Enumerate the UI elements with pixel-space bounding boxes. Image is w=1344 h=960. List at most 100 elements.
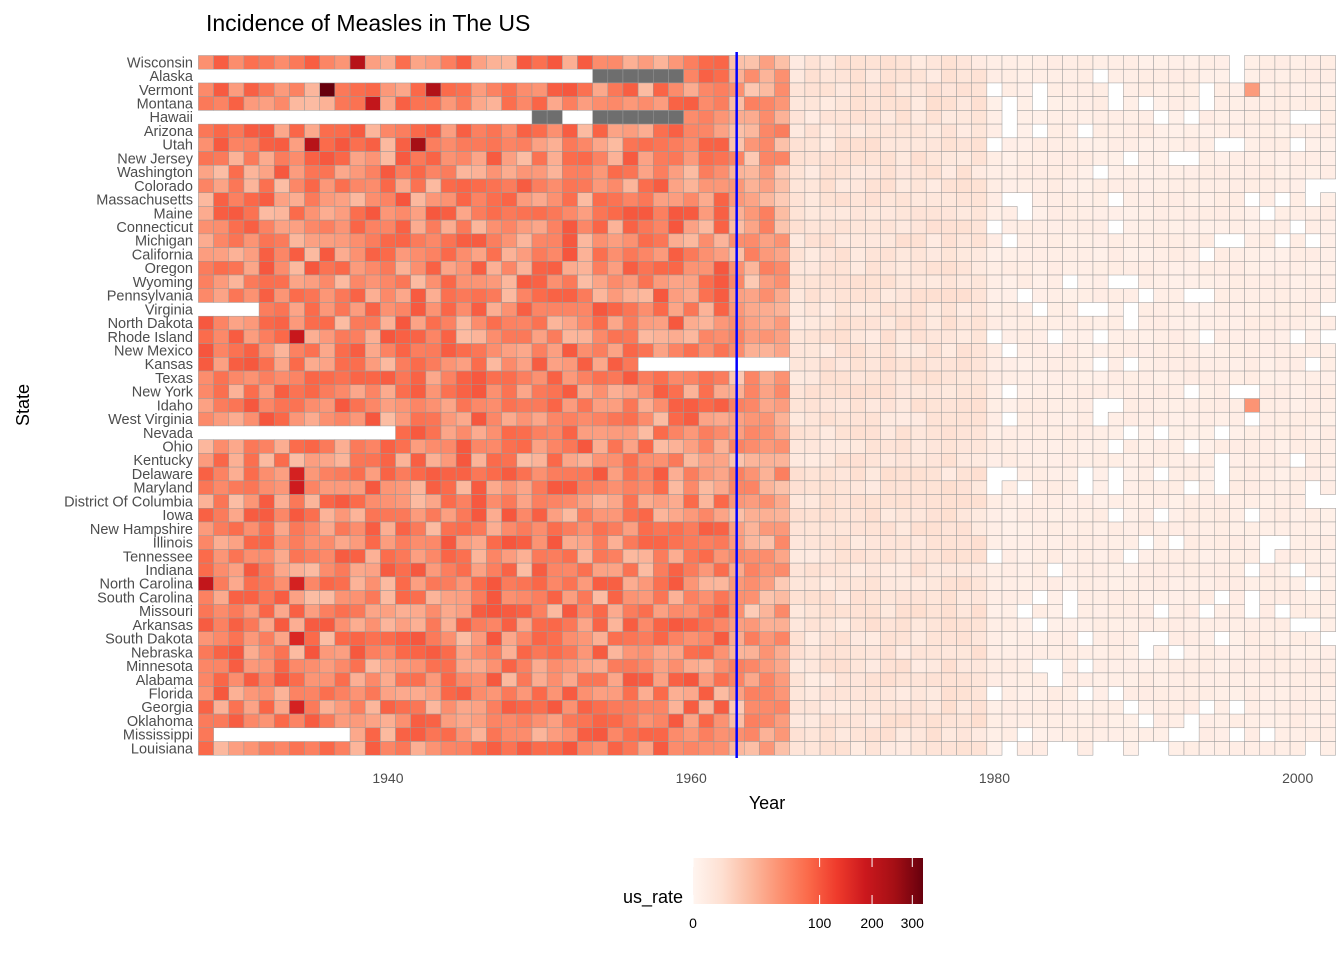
- heatmap-cell: [622, 247, 639, 262]
- heatmap-cell: [637, 315, 654, 331]
- state-label: South Carolina: [97, 590, 194, 606]
- heatmap-cell: [789, 521, 806, 536]
- heatmap-cell: [471, 576, 487, 591]
- heatmap-cell: [319, 288, 336, 303]
- heatmap-cell: [1274, 439, 1291, 454]
- heatmap-cell: [1320, 110, 1336, 125]
- heatmap-cell: [986, 411, 1003, 427]
- heatmap-cell: [319, 466, 336, 482]
- heatmap-cell: [986, 617, 1003, 632]
- heatmap-cell: [1198, 617, 1215, 632]
- heatmap-cell: [804, 178, 821, 193]
- heatmap-cell: [531, 274, 548, 289]
- heatmap-cell: [1138, 549, 1154, 564]
- heatmap-cell: [273, 302, 290, 317]
- heatmap-cell: [213, 741, 229, 756]
- heatmap-cell: [941, 535, 957, 550]
- heatmap-cell: [380, 535, 396, 550]
- heatmap-cell: [850, 261, 866, 276]
- heatmap-cell: [1244, 261, 1261, 276]
- heatmap-cell: [1032, 274, 1048, 289]
- heatmap-cell: [819, 261, 836, 276]
- heatmap-cell: [1305, 439, 1321, 454]
- legend-tick-label: 200: [860, 915, 884, 931]
- heatmap-cell: [1198, 55, 1215, 70]
- heatmap-cell: [319, 741, 336, 756]
- heatmap-cell: [1305, 645, 1321, 660]
- heatmap-cell: [531, 425, 548, 440]
- heatmap-cell: [607, 274, 624, 289]
- state-label: Maryland: [133, 481, 193, 497]
- heatmap-cell: [1153, 165, 1170, 180]
- heatmap-cell: [1032, 604, 1048, 619]
- heatmap-cell: [1259, 219, 1276, 235]
- heatmap-cell: [425, 357, 442, 372]
- heatmap-cell: [941, 741, 957, 756]
- heatmap-cell: [1001, 480, 1018, 495]
- heatmap-cell: [1259, 384, 1276, 399]
- heatmap-cell: [258, 343, 275, 358]
- heatmap-cell: [228, 274, 245, 289]
- heatmap-cell: [834, 549, 851, 564]
- heatmap-cell: [986, 658, 1003, 674]
- heatmap-cell: [516, 645, 533, 660]
- heatmap-cell: [1214, 617, 1230, 632]
- heatmap-cell: [319, 82, 336, 97]
- heatmap-cell: [653, 274, 669, 289]
- heatmap-cell: [455, 288, 472, 303]
- heatmap-cell: [304, 521, 320, 536]
- heatmap-cell: [1274, 370, 1291, 386]
- heatmap-cell: [319, 549, 336, 564]
- heatmap-cell: [1153, 494, 1170, 509]
- heatmap-cell: [319, 562, 336, 578]
- heatmap-cell: [607, 123, 624, 139]
- heatmap-cell: [1259, 741, 1276, 756]
- heatmap-cell: [1244, 123, 1261, 139]
- state-label: Utah: [162, 138, 193, 154]
- heatmap-cell: [1183, 562, 1200, 578]
- heatmap-cell: [850, 562, 866, 578]
- heatmap-cell: [774, 274, 790, 289]
- heatmap-cell: [380, 658, 396, 674]
- heatmap-cell: [1244, 96, 1261, 111]
- heatmap-cell: [455, 411, 472, 427]
- heatmap-cell: [410, 247, 427, 262]
- heatmap-cell: [698, 96, 715, 111]
- heatmap-cell: [834, 425, 851, 440]
- heatmap-cell: [895, 562, 912, 578]
- heatmap-cell: [941, 508, 957, 523]
- state-label: Georgia: [141, 700, 194, 716]
- heatmap-cell: [1168, 700, 1185, 715]
- heatmap-cell: [683, 274, 700, 289]
- heatmap-cell: [668, 137, 684, 152]
- heatmap-cell: [349, 219, 366, 235]
- heatmap-cell: [698, 123, 715, 139]
- heatmap-cell: [334, 562, 351, 578]
- heatmap-cell: [653, 233, 669, 248]
- heatmap-cell: [1229, 713, 1245, 729]
- heatmap-cell: [1123, 535, 1139, 550]
- heatmap-cell: [941, 439, 957, 454]
- heatmap-cell: [1077, 439, 1094, 454]
- heatmap-cell: [455, 466, 472, 482]
- heatmap-cell: [1244, 535, 1261, 550]
- heatmap-cell: [1244, 315, 1261, 331]
- heatmap-cell: [941, 343, 957, 358]
- heatmap-cell: [1274, 55, 1291, 70]
- heatmap-cell: [198, 411, 214, 427]
- heatmap-cell: [273, 96, 290, 111]
- heatmap-cell: [819, 357, 836, 372]
- heatmap-cell: [804, 425, 821, 440]
- heatmap-cell: [228, 123, 245, 139]
- heatmap-cell: [410, 631, 427, 646]
- heatmap-cell: [637, 713, 654, 729]
- heatmap-cell: [789, 343, 806, 358]
- heatmap-cell: [531, 206, 548, 221]
- heatmap-cell: [774, 549, 790, 564]
- x-axis-title: Year: [749, 793, 785, 813]
- heatmap-cell: [1016, 233, 1033, 248]
- heatmap-cell: [895, 439, 912, 454]
- heatmap-cell: [713, 741, 730, 756]
- heatmap-cell: [925, 425, 942, 440]
- heatmap-cell: [531, 713, 548, 729]
